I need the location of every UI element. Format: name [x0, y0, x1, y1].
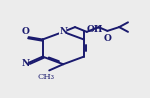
Text: OH: OH	[87, 25, 104, 34]
Text: N: N	[21, 59, 30, 68]
Text: N: N	[59, 27, 67, 36]
Text: O: O	[104, 34, 112, 43]
Text: CH₃: CH₃	[38, 73, 55, 81]
Text: O: O	[22, 27, 30, 36]
